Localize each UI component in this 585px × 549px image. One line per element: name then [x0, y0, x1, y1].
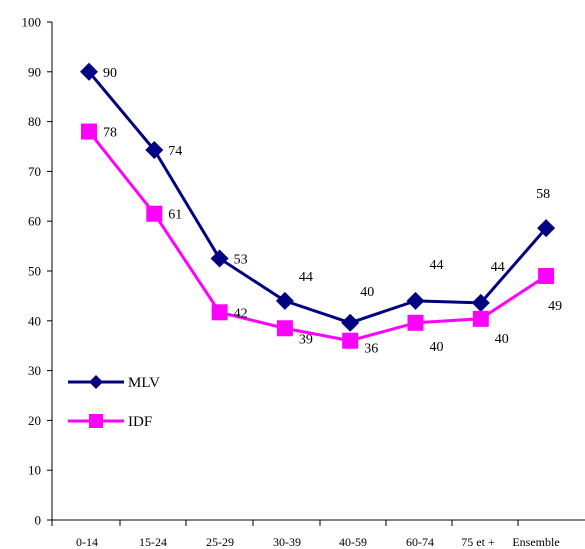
data-point-idf	[407, 314, 424, 331]
data-point-mlv	[275, 291, 294, 310]
data-label-idf: 42	[234, 306, 248, 321]
legend-label-idf: IDF	[128, 414, 152, 430]
x-tick-label: 0-14	[76, 535, 98, 549]
x-tick-label: 60-74	[406, 535, 434, 549]
x-tick-label: 15-24	[139, 535, 167, 549]
data-label-idf: 40	[495, 332, 509, 347]
data-point-idf	[276, 320, 293, 337]
y-tick-label: 20	[28, 413, 41, 428]
series-line-idf	[87, 130, 547, 343]
data-point-mlv	[406, 291, 425, 310]
legend-marker-idf	[89, 414, 103, 428]
y-tick-label: 80	[28, 114, 41, 129]
x-tick-label: 40-59	[339, 535, 367, 549]
data-label-idf: 36	[364, 342, 378, 357]
y-tick-label: 100	[22, 15, 42, 30]
data-label-mlv: 90	[103, 66, 117, 81]
data-label-mlv: 40	[360, 285, 374, 300]
data-point-mlv	[210, 249, 229, 268]
data-label-idf: 49	[548, 299, 562, 314]
data-point-mlv	[471, 293, 490, 312]
y-tick-label: 0	[35, 513, 42, 528]
x-tick-label: Ensemble	[512, 535, 559, 549]
data-label-idf: 78	[103, 126, 117, 141]
data-label-idf: 40	[430, 340, 444, 355]
data-point-mlv	[145, 140, 164, 159]
data-point-mlv	[80, 62, 98, 81]
data-label-mlv: 74	[168, 144, 182, 159]
data-label-idf: 39	[299, 332, 313, 347]
y-tick-label: 50	[28, 264, 41, 279]
y-tick-label: 70	[28, 164, 41, 179]
data-label-mlv: 44	[430, 258, 444, 273]
legend-label-mlv: MLV	[128, 375, 160, 391]
data-label-mlv: 44	[491, 260, 505, 275]
x-tick-label: 25-29	[206, 535, 234, 549]
data-point-mlv	[341, 313, 360, 332]
y-tick-label: 60	[28, 214, 41, 229]
data-label-mlv: 53	[234, 253, 248, 268]
data-point-idf	[472, 310, 489, 327]
y-tick-label: 90	[28, 64, 41, 79]
data-label-mlv: 44	[299, 270, 313, 285]
data-point-idf	[342, 332, 359, 349]
y-tick-label: 10	[28, 463, 41, 478]
y-tick-label: 30	[28, 363, 41, 378]
data-point-idf	[146, 205, 163, 222]
series-line-mlv	[87, 70, 548, 325]
x-tick-label: 30-39	[273, 535, 301, 549]
data-label-idf: 61	[168, 208, 182, 223]
data-point-mlv	[537, 219, 556, 238]
data-label-mlv: 58	[536, 187, 550, 202]
y-tick-label: 40	[28, 313, 41, 328]
data-point-idf	[81, 123, 97, 140]
legend-marker-mlv	[89, 375, 103, 389]
data-point-idf	[211, 304, 228, 321]
x-tick-label: 75 et +	[461, 535, 495, 549]
data-point-idf	[538, 267, 555, 284]
